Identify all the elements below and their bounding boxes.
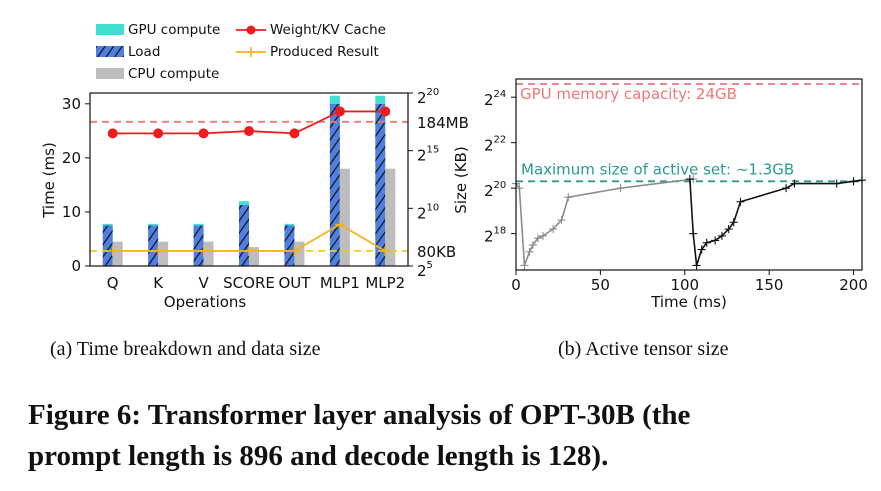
series-first-pass xyxy=(515,178,694,266)
bar-cpu-compute xyxy=(385,168,396,266)
ref-label-80kb: 80KB xyxy=(417,243,456,261)
chart-a-ylabel: Time (ms) xyxy=(40,142,58,219)
point-weight-kv xyxy=(198,128,209,139)
x-tick-label: Q xyxy=(107,274,119,292)
chart-a-frame xyxy=(89,92,409,267)
x-tick-label: MLP2 xyxy=(365,274,405,292)
y-tick-label: 220 xyxy=(484,180,506,200)
bar-cpu-compute xyxy=(294,241,305,266)
legend-swatch-cpu-compute xyxy=(96,68,124,79)
x-tick-label: 150 xyxy=(755,276,784,294)
chart-b-xlabel: Time (ms) xyxy=(650,293,727,311)
y2-tick-label: 220 xyxy=(417,87,439,107)
bar-load xyxy=(329,103,340,266)
point-weight-kv xyxy=(380,106,391,117)
y-tick-label: 224 xyxy=(484,89,506,109)
chart-a-legend: GPU compute Load CPU compute Weight/KV C… xyxy=(96,22,386,82)
point-weight-kv xyxy=(153,128,164,139)
y2-tick-label: 25 xyxy=(417,260,433,280)
bar-cpu-compute xyxy=(249,247,259,266)
bar-load xyxy=(102,225,113,266)
bar-load xyxy=(284,225,295,266)
chart-a-xlabel: Operations xyxy=(164,293,247,311)
y-tick-label: 10 xyxy=(62,203,81,221)
y-tick-label: 30 xyxy=(62,95,81,113)
active-max-annotation: Maximum size of active set: ~1.3GB xyxy=(521,160,794,178)
y-tick-label: 0 xyxy=(71,257,81,275)
chart-a-y2label: Size (KB) xyxy=(452,146,470,213)
legend-label-gpu-compute: GPU compute xyxy=(128,22,220,38)
legend-label-load: Load xyxy=(128,44,160,60)
bar-gpu-compute xyxy=(102,223,113,226)
x-tick-label: 50 xyxy=(591,276,610,294)
bar-load xyxy=(375,103,386,266)
legend-label-cpu-compute: CPU compute xyxy=(128,66,219,82)
bar-gpu-compute xyxy=(148,223,159,226)
x-tick-label: 200 xyxy=(839,276,868,294)
bar-gpu-compute xyxy=(239,201,249,205)
legend-label-weight-kv: Weight/KV Cache xyxy=(270,22,386,38)
point-weight-kv xyxy=(107,128,118,139)
legend-marker-weight-kv xyxy=(246,25,256,35)
y-tick-label: 20 xyxy=(62,149,81,167)
chart-b-frame xyxy=(515,78,863,271)
y-tick-label: 218 xyxy=(484,226,506,246)
point-weight-kv xyxy=(289,128,300,139)
chart-a-subcaption: (a) Time breakdown and data size xyxy=(50,338,321,360)
x-tick-label: SCORE xyxy=(223,274,275,292)
chart-a: GPU compute Load CPU compute Weight/KV C… xyxy=(40,22,470,360)
chart-b-subcaption: (b) Active tensor size xyxy=(558,338,729,360)
x-tick-label: MLP1 xyxy=(320,274,360,292)
bar-cpu-compute xyxy=(203,241,214,266)
legend-label-produced: Produced Result xyxy=(270,44,379,60)
bar-gpu-compute xyxy=(375,95,386,104)
y2-tick-label: 210 xyxy=(417,202,439,222)
figure-caption-line2: prompt length is 896 and decode length i… xyxy=(28,440,608,472)
x-tick-label: K xyxy=(153,274,164,292)
x-tick-label: OUT xyxy=(278,274,311,292)
series-second-pass xyxy=(689,178,863,266)
point-weight-kv xyxy=(334,106,345,117)
bar-gpu-compute xyxy=(284,223,295,226)
point-weight-kv xyxy=(244,126,254,137)
bar-load xyxy=(193,225,204,266)
figure-caption-line1: Figure 6: Transformer layer analysis of … xyxy=(28,399,691,431)
bar-cpu-compute xyxy=(339,168,350,266)
bar-cpu-compute xyxy=(112,241,123,266)
bar-gpu-compute xyxy=(193,223,204,226)
legend-swatch-gpu-compute xyxy=(96,24,124,35)
ref-label-184mb: 184MB xyxy=(417,114,469,132)
bar-load xyxy=(148,225,159,266)
bar-gpu-compute xyxy=(329,95,340,104)
bar-load xyxy=(239,204,249,266)
y-tick-label: 222 xyxy=(484,135,506,155)
x-tick-label: 100 xyxy=(670,276,699,294)
legend-swatch-load xyxy=(96,46,124,57)
chart-b: GPU memory capacity: 24GB Maximum size of… xyxy=(484,78,868,360)
bar-cpu-compute xyxy=(158,241,169,266)
gpu-capacity-annotation: GPU memory capacity: 24GB xyxy=(520,85,737,103)
x-tick-label: 0 xyxy=(511,276,521,294)
x-tick-label: V xyxy=(198,274,209,292)
y2-tick-label: 215 xyxy=(417,145,439,165)
